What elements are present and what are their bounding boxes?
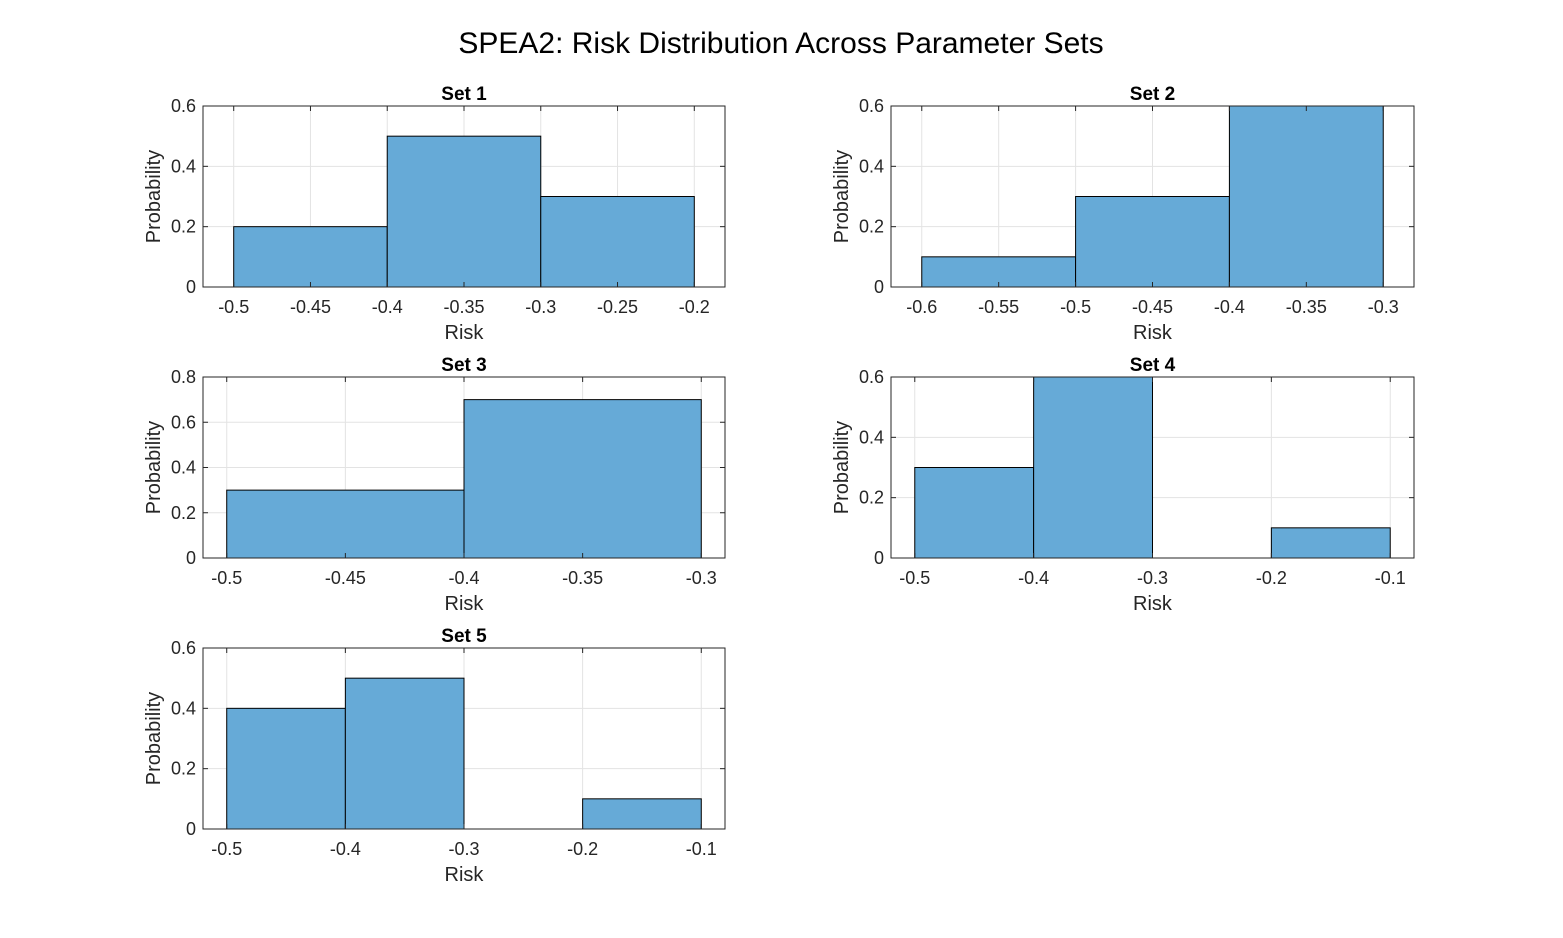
y-axis-label: Probability [831,421,853,514]
histogram-bar [921,256,1077,288]
y-tick-label: 0 [874,548,884,568]
y-tick-label: 0.2 [859,217,884,237]
y-axis-label: Probability [143,421,165,514]
y-tick-label: 0.2 [171,503,196,523]
subplot-title: Set 4 [1130,355,1176,376]
histogram-bar [233,226,388,288]
x-tick-label: -0.4 [372,297,403,317]
x-tick-label: -0.3 [448,839,479,859]
x-tick-label: -0.35 [1286,297,1327,317]
x-tick-label: -0.4 [330,839,361,859]
y-tick-label: 0.4 [171,458,196,478]
histogram-bar [540,196,695,288]
x-axis-label: Risk [1133,322,1173,344]
histogram-bar [1075,196,1230,288]
y-tick-label: 0.8 [171,367,196,387]
x-tick-label: -0.5 [218,297,249,317]
figure-title: SPEA2: Risk Distribution Across Paramete… [458,27,1103,60]
x-tick-label: -0.55 [978,297,1019,317]
x-tick-label: -0.45 [290,297,331,317]
y-tick-label: 0 [874,277,884,297]
subplot-title: Set 1 [441,84,487,105]
subplot-set-1: -0.5 -0.45 -0.4 -0.35 -0.3 -0.25 -0.2 0 0.2 0.4 0.… [143,84,726,344]
y-tick-label: 0.6 [859,367,884,387]
histogram-bar [1033,376,1153,559]
y-axis-label: Probability [143,692,165,785]
subplot-set-3: -0.5 -0.45 -0.4 -0.35 -0.3 0 0.2 0.4 0.6 0.8 Set 3… [143,355,726,615]
x-tick-label: -0.25 [597,297,638,317]
subplot-title: Set 5 [441,626,487,647]
y-tick-label: 0.6 [171,96,196,116]
x-tick-label: -0.5 [211,568,242,588]
y-tick-label: 0 [186,819,196,839]
x-tick-label: -0.3 [1137,568,1168,588]
x-tick-label: -0.2 [567,839,598,859]
y-axis-label: Probability [143,150,165,243]
histogram-bar [1270,527,1391,559]
x-tick-label: -0.4 [1214,297,1245,317]
x-tick-label: -0.3 [1368,297,1399,317]
y-tick-label: 0.6 [171,412,196,432]
y-tick-label: 0.4 [171,698,196,718]
x-tick-label: -0.3 [686,568,717,588]
y-tick-label: 0.6 [859,96,884,116]
x-tick-label: -0.5 [1060,297,1091,317]
subplot-set-4: -0.5 -0.4 -0.3 -0.2 -0.1 0 0.2 0.4 0.6 Set 4 Risk P… [831,355,1415,615]
x-tick-label: -0.4 [1018,568,1049,588]
x-tick-label: -0.4 [448,568,479,588]
y-tick-label: 0 [186,548,196,568]
x-axis-label: Risk [445,864,485,886]
x-tick-label: -0.1 [1375,568,1406,588]
histogram-bar [1228,105,1384,288]
histogram-bar [914,467,1035,559]
y-tick-label: 0.2 [171,217,196,237]
y-axis-label: Probability [831,150,853,243]
x-tick-label: -0.1 [686,839,717,859]
y-tick-label: 0.4 [859,427,884,447]
subplot-set-2: -0.6 -0.55 -0.5 -0.45 -0.4 -0.35 -0.3 0 0.2 0.4 0.… [831,84,1415,344]
y-tick-label: 0.2 [859,488,884,508]
y-tick-label: 0.2 [171,759,196,779]
x-axis-label: Risk [1133,593,1173,615]
histogram-bar [226,707,346,830]
x-tick-label: -0.2 [679,297,710,317]
x-tick-label: -0.6 [906,297,937,317]
x-tick-label: -0.45 [1132,297,1173,317]
subplot-title: Set 3 [441,355,486,376]
x-tick-label: -0.2 [1256,568,1287,588]
x-tick-label: -0.35 [562,568,603,588]
histogram-bar [386,135,542,288]
subplot-set-5: -0.5 -0.4 -0.3 -0.2 -0.1 0 0.2 0.4 0.6 Set 5 Risk P… [143,626,726,886]
y-tick-label: 0.4 [171,156,196,176]
y-tick-label: 0 [186,277,196,297]
x-axis-label: Risk [445,322,485,344]
y-tick-label: 0.6 [171,638,196,658]
x-tick-label: -0.5 [899,568,930,588]
histogram-bar [463,399,702,559]
histogram-bar [226,489,465,559]
subplots-grid: -0.5 -0.45 -0.4 -0.35 -0.3 -0.25 -0.2 0 0.2 0.4 0.… [143,84,1415,886]
subplot-title: Set 2 [1130,84,1175,105]
y-tick-label: 0.4 [859,156,884,176]
x-axis-label: Risk [445,593,485,615]
x-tick-label: -0.3 [525,297,556,317]
histogram-bar [344,677,465,830]
x-tick-label: -0.35 [443,297,484,317]
histogram-bar [582,798,702,830]
x-tick-label: -0.45 [325,568,366,588]
x-tick-label: -0.5 [211,839,242,859]
